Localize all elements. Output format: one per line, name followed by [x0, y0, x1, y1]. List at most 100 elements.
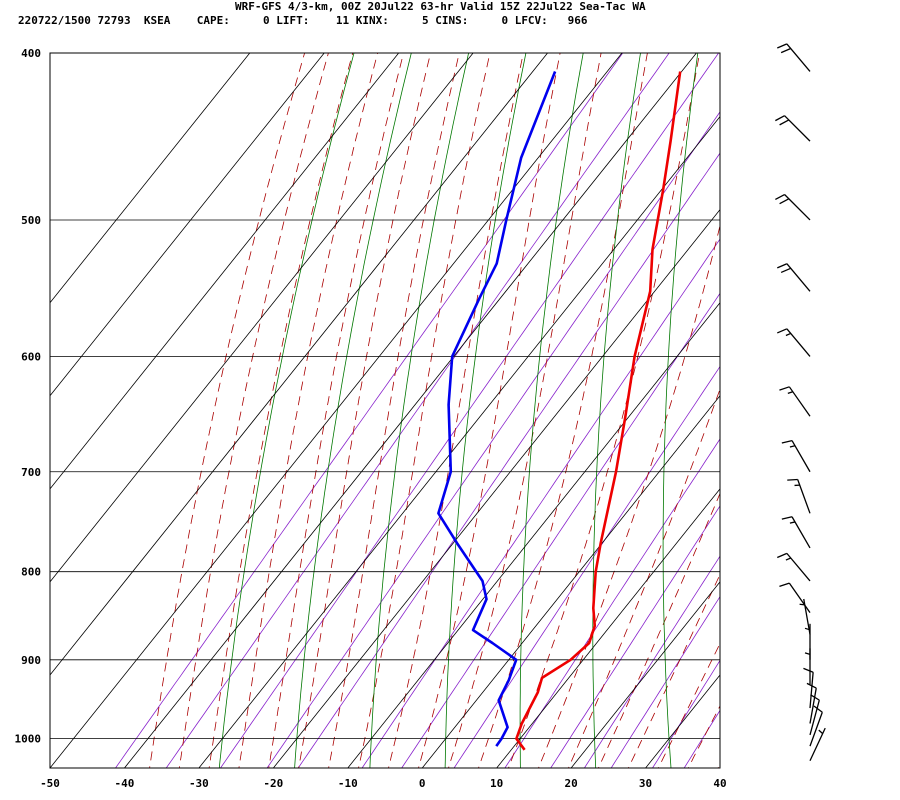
x-tick-label: -10	[338, 777, 358, 790]
barb-feather	[787, 478, 798, 481]
wind-barb	[787, 478, 811, 514]
wind-barb	[777, 328, 811, 357]
barb-feather	[777, 263, 788, 269]
mixing-ratio-line	[361, 238, 720, 768]
isotherm-line	[273, 209, 721, 769]
wind-barbs	[775, 43, 826, 762]
barb-staff	[809, 699, 820, 736]
barb-staff	[809, 687, 817, 724]
dry-adiabat	[731, 15, 760, 776]
isotherm-line	[496, 488, 721, 769]
mixing-ratio-line	[610, 595, 720, 768]
mixing-ratio-line	[165, 53, 670, 768]
dry-adiabat	[444, 53, 527, 768]
barb-feather	[780, 267, 791, 274]
wind-barb	[775, 193, 811, 221]
isotherm-line	[645, 674, 721, 769]
wind-barb	[777, 552, 811, 582]
barb-feather	[777, 552, 788, 559]
profiles	[437, 71, 682, 751]
wind-barb	[777, 263, 811, 292]
wind-barb	[809, 705, 823, 747]
moist-adiabat	[627, 573, 720, 768]
barb-feather	[803, 667, 814, 673]
barb-half-feather	[785, 332, 791, 337]
isotherm-line	[49, 52, 251, 303]
y-tick-label: 600	[21, 350, 41, 363]
moist-adiabat	[538, 224, 720, 768]
barb-half-feather	[789, 445, 796, 448]
barb-half-feather	[818, 729, 824, 735]
moist-adiabat	[149, 53, 306, 768]
mixing-ratio-line	[550, 505, 720, 768]
barb-feather	[810, 694, 820, 701]
wind-barb	[803, 667, 814, 709]
barb-staff	[809, 672, 814, 709]
isotherm-line	[198, 116, 721, 769]
wind-barb	[777, 43, 811, 72]
station-stats: 220722/1500 72793 KSEA CAPE: 0 LIFT: 11 …	[18, 14, 588, 27]
barb-feather	[806, 682, 817, 689]
temperature-line	[515, 71, 682, 751]
moist-adiabat	[478, 53, 648, 768]
wind-barb	[779, 386, 811, 417]
dry-adiabat	[662, 53, 699, 768]
dry-adiabat	[218, 53, 355, 768]
barb-feather	[775, 115, 785, 122]
x-tick-label: 40	[713, 777, 726, 790]
barb-half-feather	[804, 627, 811, 631]
moist-adiabat	[418, 53, 561, 768]
chart-title: WRF-GFS 4/3-km, 00Z 20Jul22 63-hr Valid …	[235, 0, 646, 13]
barb-feather	[779, 386, 790, 391]
moist-adiabat	[717, 763, 720, 768]
plot-frame	[49, 52, 721, 769]
barb-feather	[779, 119, 790, 126]
moist-adiabat	[388, 53, 524, 768]
x-tick-label: -30	[189, 777, 209, 790]
moist-adiabat	[328, 53, 460, 768]
wind-barb	[781, 516, 811, 549]
moist-adiabat	[358, 53, 491, 768]
wind-barb	[804, 648, 811, 685]
mixing-ratio-line	[266, 111, 720, 768]
barb-feather	[781, 439, 793, 444]
barb-half-feather	[804, 652, 811, 655]
moist-adiabat	[298, 53, 432, 768]
isotherm-line	[49, 52, 325, 397]
barb-feather	[780, 47, 791, 54]
isotherm-line	[421, 395, 721, 769]
barb-feather	[781, 516, 793, 520]
isotherm-line	[570, 581, 721, 769]
barb-staff	[788, 582, 811, 613]
isotherm-line	[49, 52, 474, 583]
barb-feather	[775, 193, 785, 201]
x-tick-label: -20	[263, 777, 283, 790]
moist-adiabat	[597, 492, 720, 768]
dry-adiabat	[294, 53, 412, 768]
moist-adiabat	[687, 705, 720, 768]
isotherm-line	[49, 52, 399, 490]
y-tick-label: 400	[21, 47, 41, 60]
wind-barb	[775, 115, 811, 142]
mixing-ratio-lines	[115, 53, 720, 768]
barb-half-feather	[785, 557, 791, 561]
moist-adiabat	[178, 53, 329, 768]
y-tick-label: 800	[21, 566, 41, 579]
wind-barb	[806, 682, 817, 724]
y-tick-label: 1000	[15, 733, 42, 746]
dry-adiabats	[218, 15, 760, 776]
tick-labels: -50 -40 -30 -20 -10 0 10 20 30 40 400 500 600 700 800 9…	[15, 47, 727, 790]
barb-half-feather	[789, 521, 796, 524]
dry-adiabat	[519, 53, 584, 768]
barb-feather	[777, 328, 788, 334]
moist-adiabat	[208, 53, 354, 768]
barb-half-feather	[799, 603, 805, 606]
mixing-ratio-line	[683, 709, 720, 768]
isotherm-line	[49, 52, 623, 769]
barb-half-feather	[787, 391, 793, 394]
grid	[49, 52, 721, 769]
wind-barb	[781, 439, 811, 473]
barb-feather	[813, 705, 823, 713]
moist-adiabat	[238, 53, 379, 768]
